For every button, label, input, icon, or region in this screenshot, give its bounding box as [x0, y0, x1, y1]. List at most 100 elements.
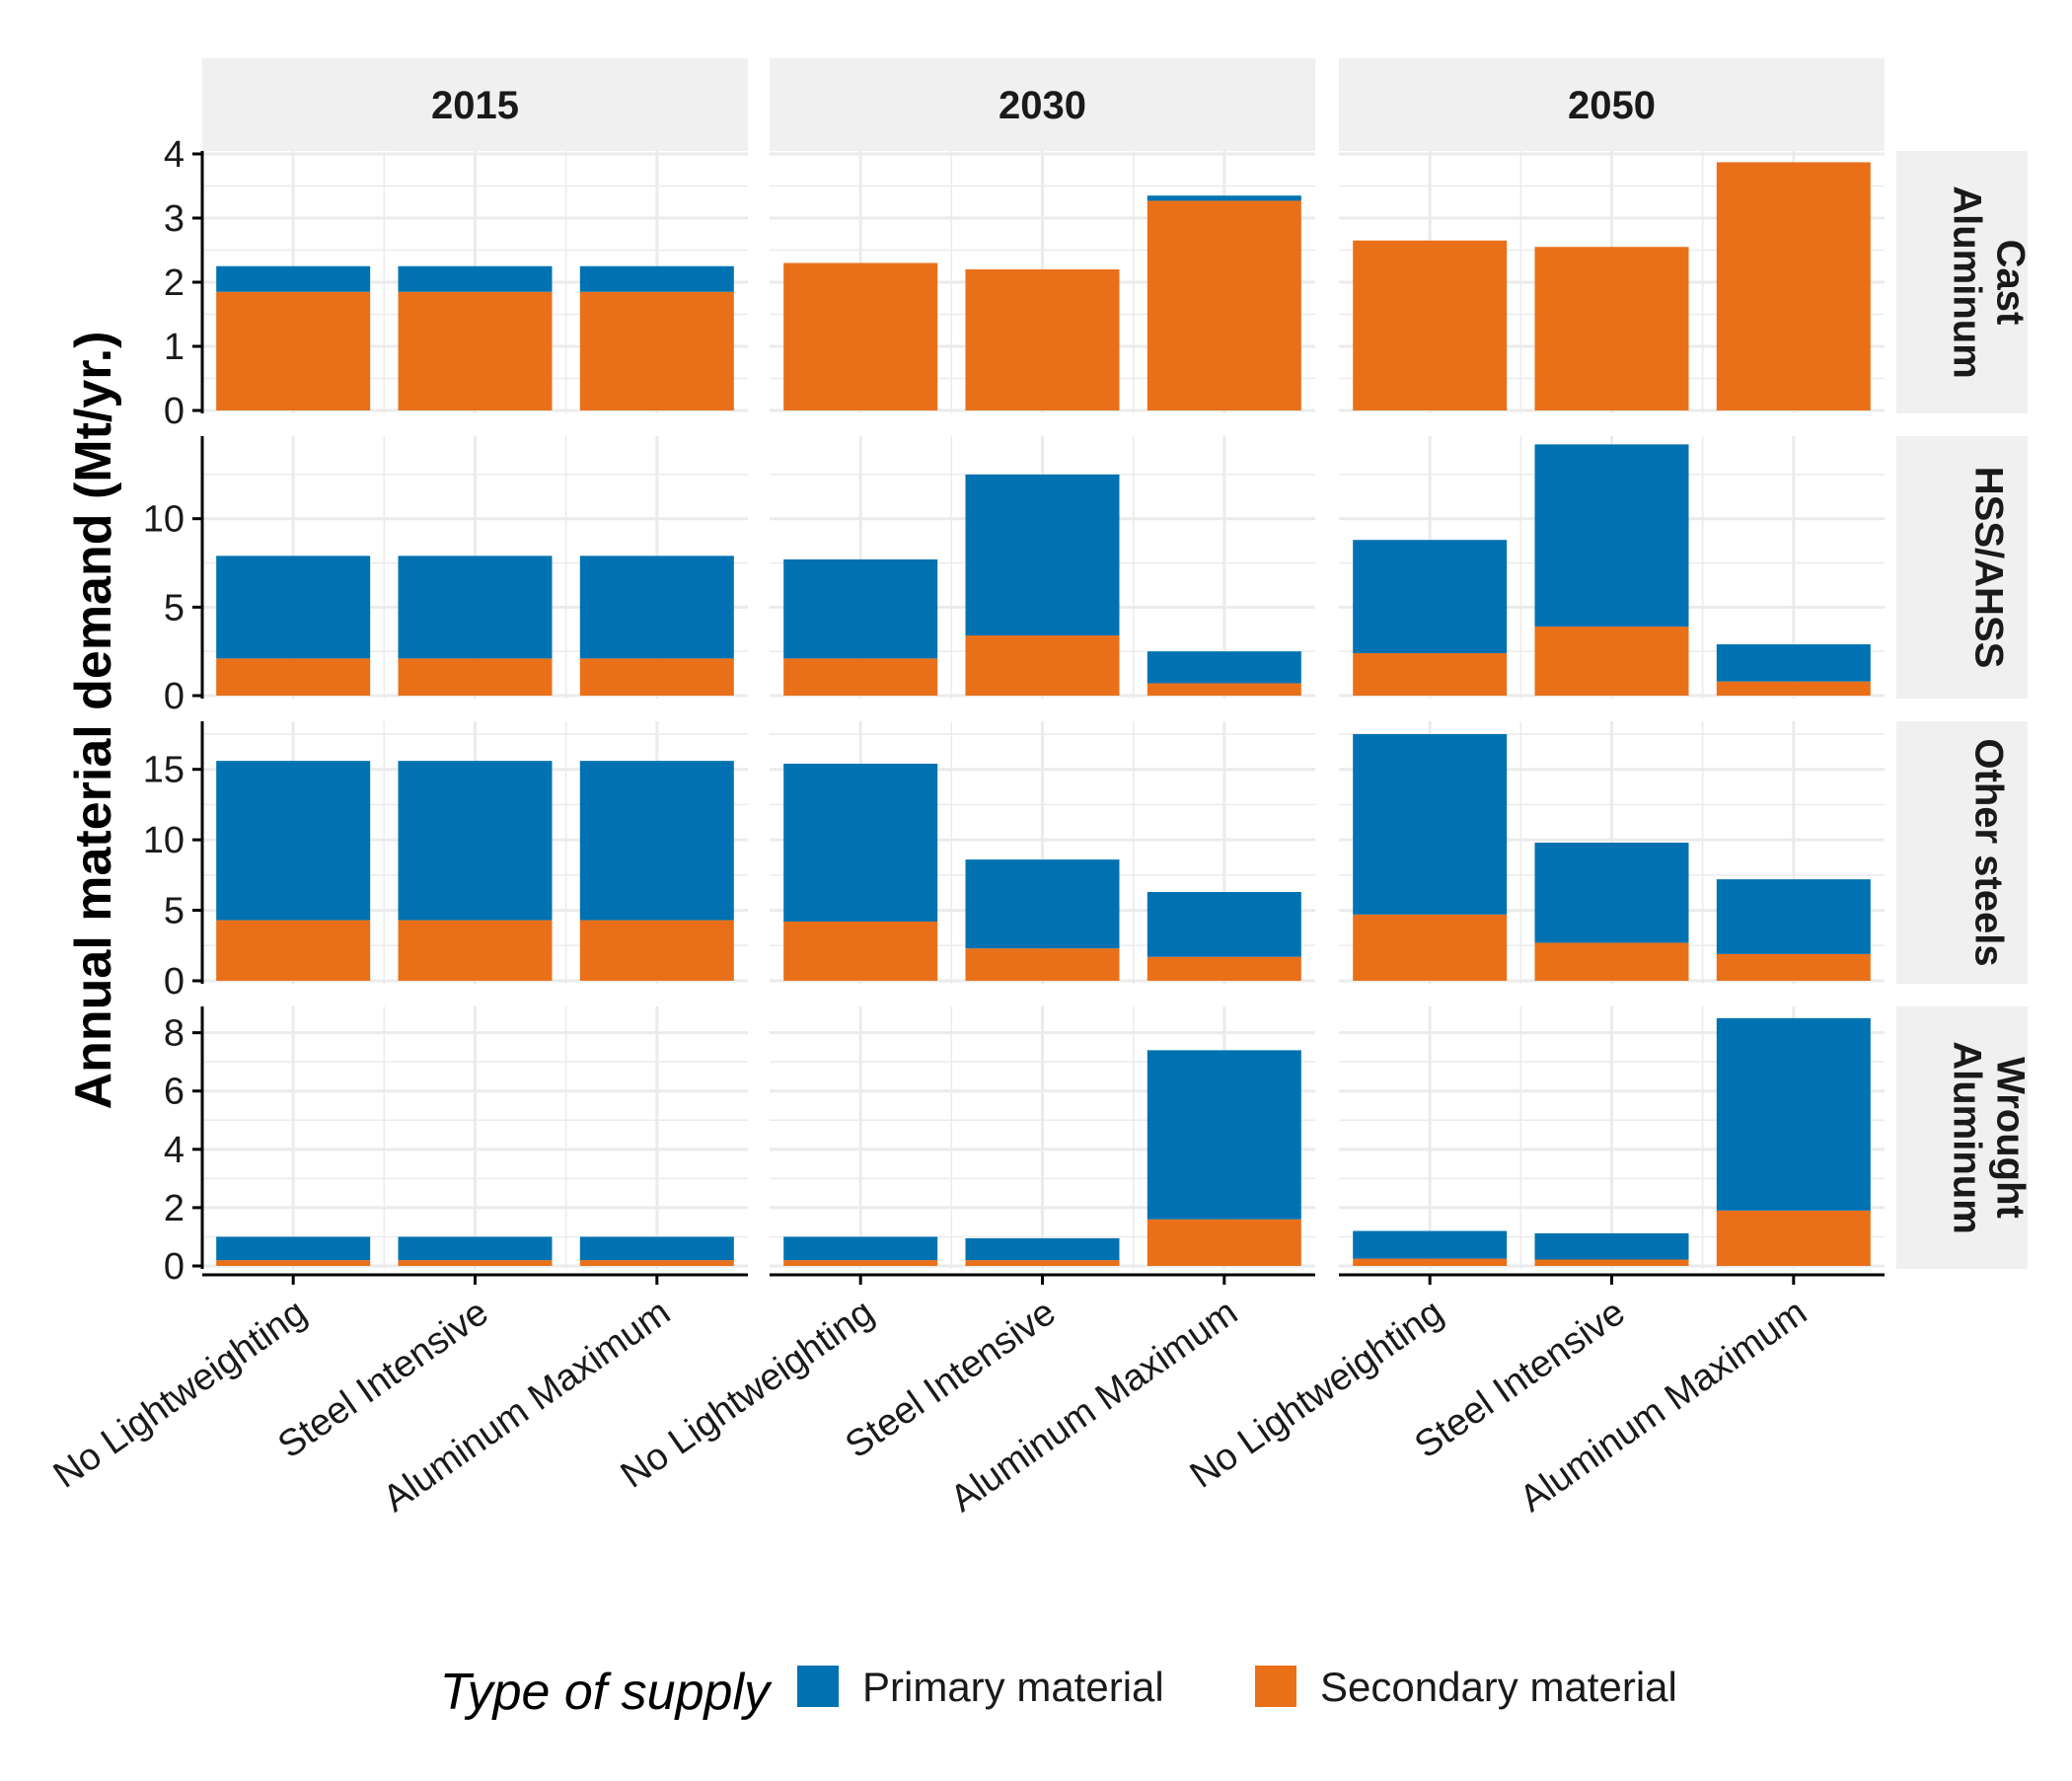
bar-secondary-2015-no-lightweighting — [216, 291, 371, 410]
y-tick-label: 5 — [164, 891, 185, 932]
bar-primary-2015-aluminum-maximum — [579, 265, 734, 292]
bar-secondary-2015-aluminum-maximum — [579, 1260, 734, 1266]
bar-secondary-2030-no-lightweighting — [783, 1260, 938, 1266]
bar-secondary-2015-no-lightweighting — [216, 658, 371, 696]
panel-2030-row-0 — [770, 151, 1315, 413]
bar-primary-2015-steel-intensive — [398, 1236, 553, 1261]
y-tick-label: 8 — [164, 1013, 185, 1055]
y-tick-label: 0 — [164, 1246, 185, 1288]
panel-2015-row-1: 0 5 10 — [143, 436, 748, 717]
bar-secondary-2050-steel-intensive — [1534, 942, 1689, 981]
bar-secondary-2015-aluminum-maximum — [579, 920, 734, 981]
bar-secondary-2050-aluminum-maximum — [1716, 1210, 1871, 1266]
bar-secondary-2015-steel-intensive — [398, 920, 553, 981]
bar-secondary-2050-aluminum-maximum — [1716, 953, 1871, 981]
bar-primary-2050-aluminum-maximum — [1716, 644, 1871, 682]
bar-secondary-2015-steel-intensive — [398, 291, 553, 410]
bar-primary-2050-aluminum-maximum — [1716, 879, 1871, 954]
bar-primary-2050-no-lightweighting — [1353, 1230, 1508, 1259]
bar-secondary-2050-steel-intensive — [1534, 1259, 1689, 1266]
facet-strip-label: 2050 — [1568, 84, 1656, 127]
bar-secondary-2050-aluminum-maximum — [1716, 162, 1871, 410]
bar-secondary-2015-aluminum-maximum — [579, 291, 734, 410]
facet-strip-row-3 — [1896, 1006, 2028, 1269]
y-tick-label: 2 — [164, 262, 185, 304]
panel-2050-row-1 — [1339, 436, 1885, 699]
legend-swatch-primary — [797, 1666, 839, 1707]
panel-2015-row-0: 0 1 2 3 4 — [164, 134, 748, 432]
bar-secondary-2030-aluminum-maximum — [1147, 200, 1301, 410]
y-tick-label: 0 — [164, 391, 185, 432]
y-tick-label: 4 — [164, 1130, 185, 1171]
bar-primary-2015-steel-intensive — [398, 761, 553, 921]
bar-primary-2015-no-lightweighting — [216, 556, 371, 659]
bar-secondary-2050-no-lightweighting — [1353, 652, 1508, 696]
bar-primary-2050-no-lightweighting — [1353, 540, 1508, 653]
legend-label-primary: Primary material — [862, 1664, 1164, 1710]
bar-secondary-2030-steel-intensive — [965, 635, 1120, 696]
bar-primary-2030-aluminum-maximum — [1147, 1050, 1301, 1220]
facet-strip-row-1 — [1896, 436, 2028, 699]
bar-secondary-2030-no-lightweighting — [783, 262, 938, 410]
facet-row-label: Other steels — [1967, 738, 2011, 966]
y-tick-label: 10 — [143, 820, 185, 861]
bar-primary-2050-steel-intensive — [1534, 1232, 1689, 1260]
bar-secondary-2050-no-lightweighting — [1353, 914, 1508, 981]
facet-row-label: HSS/AHSS — [1967, 467, 2011, 669]
bar-secondary-2050-no-lightweighting — [1353, 1258, 1508, 1266]
facet-row-label: Wrought — [1989, 1057, 2033, 1219]
bar-secondary-2015-steel-intensive — [398, 1260, 553, 1266]
panel-2050-row-0 — [1339, 151, 1885, 413]
bar-primary-2030-no-lightweighting — [783, 558, 938, 659]
bar-primary-2015-aluminum-maximum — [579, 761, 734, 921]
bar-secondary-2030-no-lightweighting — [783, 922, 938, 981]
bar-secondary-2050-no-lightweighting — [1353, 240, 1508, 410]
panel-2050-row-2 — [1339, 721, 1885, 984]
panel-2030-row-1 — [770, 436, 1315, 699]
bar-secondary-2030-steel-intensive — [965, 1260, 1120, 1266]
x-tick-label: No Lightweighting — [46, 1292, 315, 1497]
panel-2030-row-2 — [770, 721, 1315, 984]
facet-row-label: Aluminum — [1946, 186, 1989, 379]
y-tick-label: 0 — [164, 961, 185, 1002]
bar-secondary-2050-steel-intensive — [1534, 627, 1689, 696]
y-tick-label: 3 — [164, 198, 185, 240]
bar-primary-2015-aluminum-maximum — [579, 556, 734, 659]
bar-primary-2030-aluminum-maximum — [1147, 195, 1301, 201]
bar-primary-2015-no-lightweighting — [216, 761, 371, 921]
y-tick-label: 10 — [143, 499, 185, 541]
facet-strip-row-2 — [1896, 721, 2028, 984]
bar-primary-2030-aluminum-maximum — [1147, 892, 1301, 957]
bar-primary-2030-no-lightweighting — [783, 764, 938, 922]
y-tick-label: 4 — [164, 134, 185, 176]
facet-strip-2015 — [202, 58, 748, 151]
bar-primary-2015-aluminum-maximum — [579, 1236, 734, 1261]
bar-secondary-2030-aluminum-maximum — [1147, 683, 1301, 696]
x-tick-label: Aluminum Maximum — [1513, 1292, 1814, 1521]
bar-secondary-2015-no-lightweighting — [216, 1260, 371, 1266]
bar-primary-2030-steel-intensive — [965, 1237, 1120, 1261]
bar-secondary-2030-steel-intensive — [965, 948, 1120, 981]
legend-title: Type of supply — [440, 1664, 773, 1721]
bar-primary-2030-no-lightweighting — [783, 1236, 938, 1261]
facet-row-label: Aluminum — [1946, 1041, 1989, 1234]
bar-primary-2030-steel-intensive — [965, 474, 1120, 636]
bar-primary-2050-aluminum-maximum — [1716, 1017, 1871, 1211]
bar-primary-2030-steel-intensive — [965, 859, 1120, 949]
y-tick-label: 6 — [164, 1072, 185, 1113]
y-tick-label: 2 — [164, 1188, 185, 1229]
facet-strip-label: 2030 — [999, 84, 1086, 127]
facet-row-label: Cast — [1989, 240, 2033, 326]
bar-secondary-2015-steel-intensive — [398, 658, 553, 696]
bar-primary-2050-steel-intensive — [1534, 444, 1689, 628]
y-axis-title: Annual material demand (Mt/yr.) — [65, 332, 122, 1110]
bar-secondary-2015-aluminum-maximum — [579, 658, 734, 696]
y-tick-label: 15 — [143, 750, 185, 791]
bar-primary-2015-no-lightweighting — [216, 1236, 371, 1261]
bar-primary-2050-steel-intensive — [1534, 843, 1689, 943]
bar-primary-2015-no-lightweighting — [216, 265, 371, 292]
panel-2015-row-2: 0 5 10 15 — [143, 721, 748, 1002]
facet-strip-2030 — [770, 58, 1315, 151]
bar-primary-2030-aluminum-maximum — [1147, 651, 1301, 684]
